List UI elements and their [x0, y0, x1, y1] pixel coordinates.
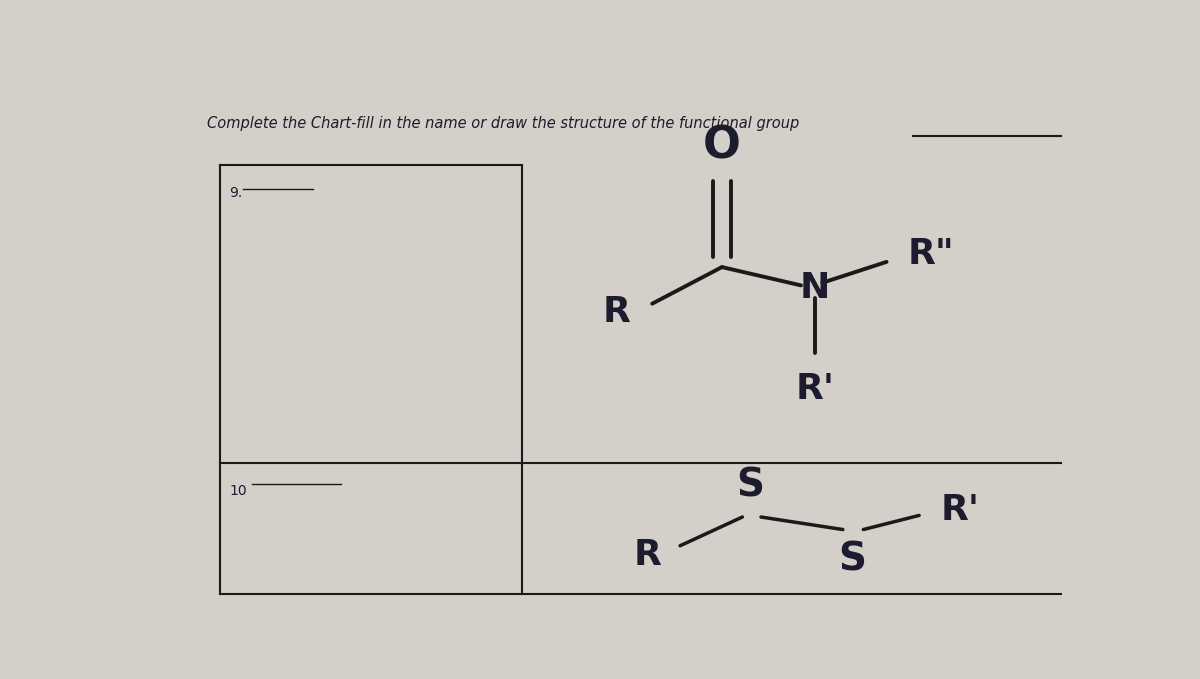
Text: R": R": [908, 237, 955, 271]
Text: R: R: [634, 538, 661, 572]
Text: R': R': [796, 371, 834, 405]
Text: N: N: [799, 271, 830, 305]
Text: R: R: [602, 295, 631, 329]
Text: 9.: 9.: [229, 186, 242, 200]
Text: S: S: [736, 467, 764, 505]
Text: R': R': [941, 493, 979, 527]
Text: 10: 10: [229, 484, 247, 498]
Text: Complete the Chart-fill in the name or draw the structure of the functional grou: Complete the Chart-fill in the name or d…: [208, 116, 799, 131]
Text: O: O: [703, 125, 740, 168]
Text: S: S: [838, 540, 866, 578]
